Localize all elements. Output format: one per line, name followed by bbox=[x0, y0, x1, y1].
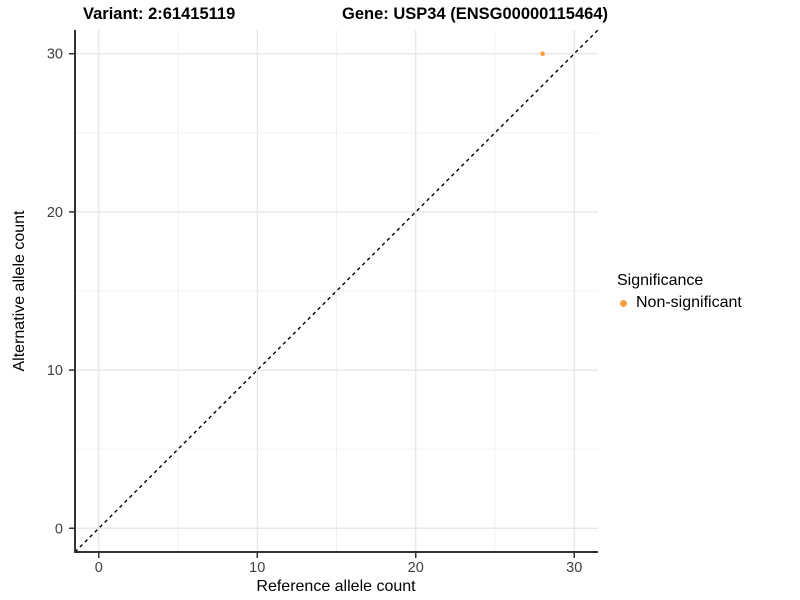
y-tick-label: 20 bbox=[47, 205, 63, 221]
y-axis-title: Alternative allele count bbox=[11, 210, 28, 372]
y-tick-label: 0 bbox=[55, 521, 63, 537]
legend: Significance Non-significant bbox=[617, 272, 742, 312]
x-tick-label: 30 bbox=[566, 560, 582, 576]
legend-title: Significance bbox=[617, 272, 704, 289]
x-tick-label: 0 bbox=[95, 560, 103, 576]
legend-item-label: Non-significant bbox=[636, 294, 742, 311]
gene-title: Gene: USP34 (ENSG00000115464) bbox=[342, 5, 608, 23]
x-tick-label: 20 bbox=[408, 560, 424, 576]
legend-point-marker-icon bbox=[620, 299, 627, 307]
x-tick-label: 10 bbox=[249, 560, 265, 576]
data-point bbox=[540, 51, 545, 57]
x-axis-title: Reference allele count bbox=[256, 578, 416, 595]
y-tick-label: 30 bbox=[47, 47, 63, 63]
variant-title: Variant: 2:61415119 bbox=[83, 5, 236, 23]
y-tick-label: 10 bbox=[47, 363, 63, 379]
legend-item: Non-significant bbox=[620, 294, 742, 312]
